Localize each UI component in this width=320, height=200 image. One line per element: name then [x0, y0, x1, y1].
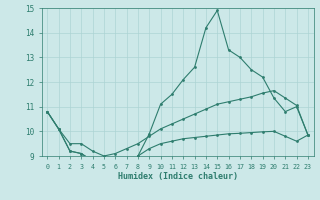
- X-axis label: Humidex (Indice chaleur): Humidex (Indice chaleur): [118, 172, 237, 181]
